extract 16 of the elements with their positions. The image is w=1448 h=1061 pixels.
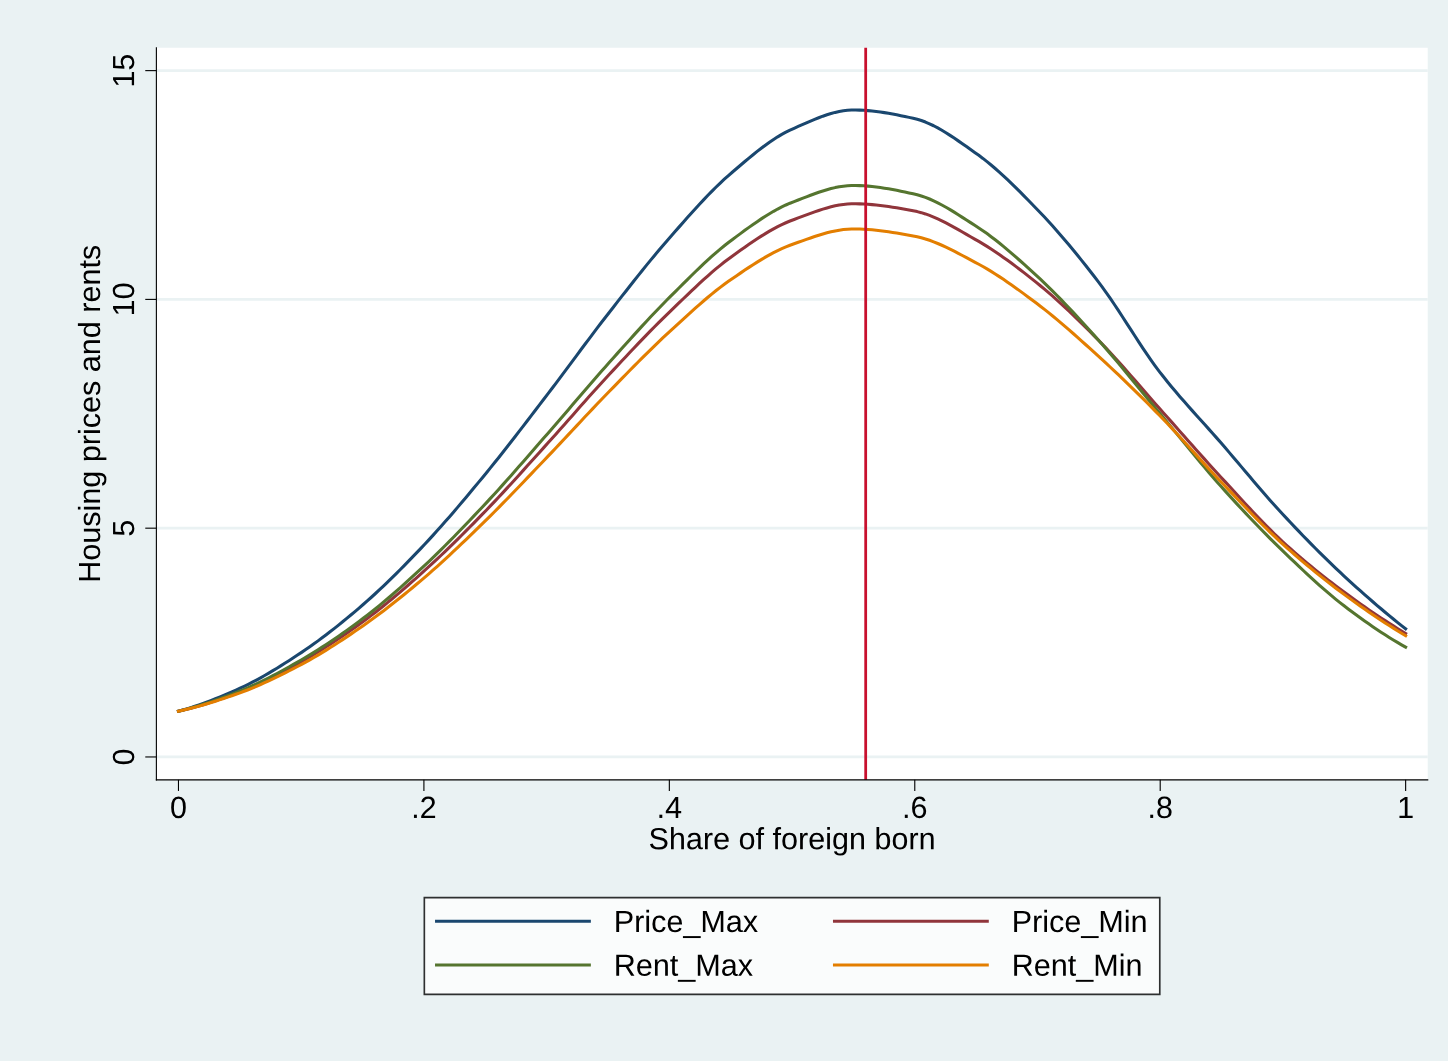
x-tick-label: .2: [413, 796, 436, 818]
y-tick-label: 5: [113, 520, 135, 536]
y-axis-title: Housing prices and rents: [77, 245, 107, 581]
legend-label: Price_Min: [1014, 909, 1146, 939]
legend-label: Rent_Max: [616, 954, 753, 982]
x-tick-label: 1: [1399, 796, 1413, 818]
y-tick-label: 0: [112, 749, 135, 765]
y-tick-label: 10: [112, 283, 135, 315]
legend-label: Rent_Min: [1014, 953, 1141, 982]
y-tick-label: 15: [113, 54, 135, 86]
x-tick-label: .6: [904, 796, 927, 819]
x-tick-label: .8: [1150, 796, 1172, 819]
legend-label: Price_Max: [616, 909, 758, 939]
x-axis-title: Share of foreign born: [649, 827, 934, 856]
x-tick-label: 0: [171, 796, 186, 819]
x-tick-label: .4: [659, 796, 682, 818]
